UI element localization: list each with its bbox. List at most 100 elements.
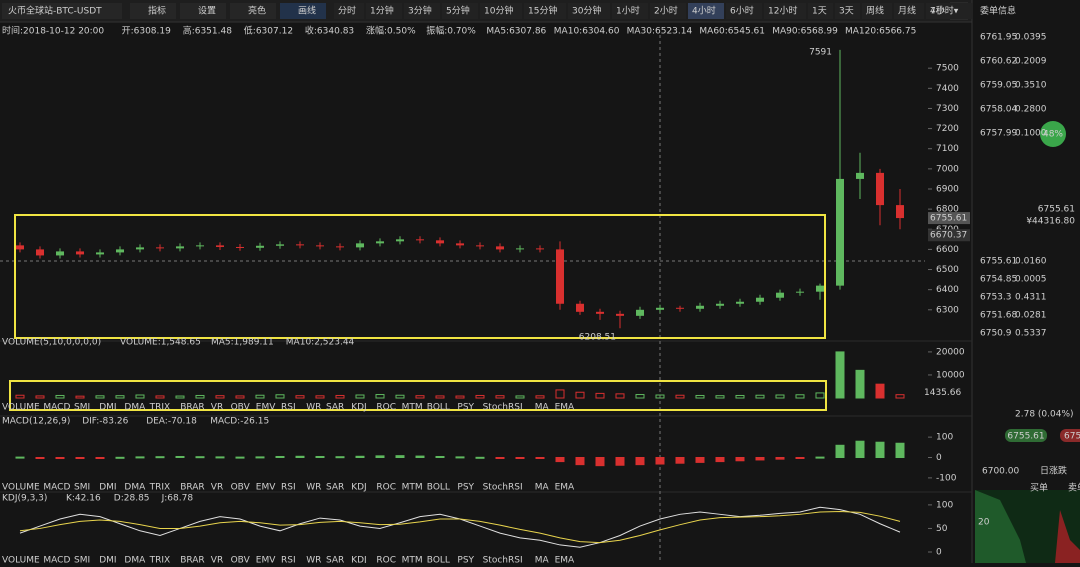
indicator-tab[interactable]: WR	[306, 403, 321, 413]
indicator-tab[interactable]: BRAR	[180, 556, 204, 566]
indicator-tab[interactable]: PSY	[457, 556, 474, 566]
period-button[interactable]	[926, 3, 973, 19]
indicator-tab[interactable]: PSY	[457, 483, 474, 493]
indicator-tab[interactable]: VR	[211, 483, 223, 493]
sell-button-label[interactable]: 6757	[1064, 432, 1080, 442]
tool-button-label[interactable]: 设置	[198, 6, 216, 17]
period-button[interactable]	[808, 3, 833, 19]
buy-button-label[interactable]: 6755.61	[1007, 432, 1044, 442]
period-label[interactable]: 30分钟	[572, 5, 601, 17]
period-button[interactable]	[894, 3, 924, 19]
indicator-tab[interactable]: BRAR	[180, 403, 204, 413]
indicator-tab[interactable]: EMA	[555, 483, 575, 493]
indicator-tab[interactable]: TRIX	[149, 483, 171, 493]
indicator-tab[interactable]: KDJ	[351, 483, 367, 493]
period-button[interactable]	[366, 3, 402, 19]
tool-button-label[interactable]: 画线	[298, 5, 316, 17]
period-label[interactable]: 1天	[812, 7, 827, 17]
indicator-tab[interactable]: OBV	[231, 556, 251, 566]
indicator-tab[interactable]: StochRSI	[483, 483, 523, 493]
period-label[interactable]: 2小时	[654, 5, 678, 17]
indicator-tab[interactable]: MACD	[43, 403, 70, 413]
period-label[interactable]: 周线	[866, 5, 884, 17]
tool-button[interactable]	[230, 3, 276, 19]
indicator-tab[interactable]: MTM	[402, 556, 423, 566]
indicator-tab[interactable]: VOLUME	[2, 556, 40, 566]
indicator-tab[interactable]: KDJ	[351, 403, 367, 413]
indicator-tab[interactable]: EMV	[256, 556, 276, 566]
indicator-tab[interactable]: TRIX	[149, 556, 171, 566]
period-label[interactable]: 4小时	[692, 5, 716, 17]
indicator-tab[interactable]: DMA	[124, 483, 146, 493]
buy-button[interactable]	[1005, 429, 1047, 442]
indicator-tab[interactable]: RSI	[281, 556, 296, 566]
tool-button[interactable]	[130, 3, 176, 19]
indicator-tab[interactable]: EMV	[256, 403, 276, 413]
period-label[interactable]: 4小时▾	[930, 5, 959, 17]
period-button[interactable]	[404, 3, 440, 19]
indicator-tab[interactable]: WR	[306, 483, 321, 493]
indicator-tab[interactable]: OBV	[231, 403, 251, 413]
period-button[interactable]	[726, 3, 762, 19]
period-button[interactable]	[524, 3, 566, 19]
indicator-tab[interactable]: BOLL	[427, 403, 450, 413]
indicator-tab[interactable]: SMI	[74, 556, 90, 566]
period-label[interactable]: 6小时	[730, 5, 754, 17]
indicator-tab[interactable]: SAR	[326, 483, 344, 493]
tool-button-label[interactable]: 亮色	[248, 5, 266, 17]
indicator-tab[interactable]: EMA	[555, 556, 575, 566]
indicator-tab[interactable]: KDJ	[351, 556, 367, 566]
indicator-tab[interactable]: ROC	[376, 483, 396, 493]
indicator-tab[interactable]: RSI	[281, 483, 296, 493]
indicator-tab[interactable]: MA	[535, 556, 550, 566]
indicator-tab[interactable]: DMA	[124, 556, 146, 566]
indicator-tab[interactable]: MA	[535, 483, 550, 493]
tool-button-label[interactable]: 指标	[148, 5, 166, 17]
indicator-tab[interactable]: DMI	[99, 403, 116, 413]
symbol-box[interactable]	[2, 3, 122, 19]
indicator-tab[interactable]: SAR	[326, 403, 344, 413]
indicator-tab[interactable]: DMA	[124, 403, 146, 413]
period-button[interactable]	[688, 3, 724, 19]
period-button[interactable]	[334, 3, 364, 19]
indicator-tab[interactable]: ROC	[376, 403, 396, 413]
indicator-tab[interactable]: BOLL	[427, 556, 450, 566]
period-label[interactable]: 月线	[898, 5, 916, 17]
indicator-tab[interactable]: WR	[306, 556, 321, 566]
indicator-tab[interactable]: DMI	[99, 483, 116, 493]
indicator-tab[interactable]: MA	[535, 403, 550, 413]
indicator-tab[interactable]: EMV	[256, 483, 276, 493]
period-label[interactable]: 3分钟	[408, 5, 432, 17]
indicator-tab[interactable]: ROC	[376, 556, 396, 566]
period-label[interactable]: 5分钟	[446, 5, 470, 17]
indicator-tab[interactable]: EMA	[555, 403, 575, 413]
indicator-tab[interactable]: StochRSI	[483, 556, 523, 566]
indicator-tab[interactable]: SMI	[74, 403, 90, 413]
indicator-tab[interactable]: SAR	[326, 556, 344, 566]
indicator-tab[interactable]: StochRSI	[483, 403, 523, 413]
period-label[interactable]: 分时	[338, 5, 356, 17]
indicator-tab[interactable]: TRIX	[149, 403, 171, 413]
period-label[interactable]: 10分钟	[484, 5, 513, 17]
period-label[interactable]: 1小时	[616, 5, 640, 17]
tool-button[interactable]	[180, 3, 226, 19]
indicator-tab[interactable]: BOLL	[427, 483, 450, 493]
period-label[interactable]: 15分钟	[528, 5, 557, 17]
period-label[interactable]: 3天	[839, 7, 854, 17]
symbol[interactable]: 火币全球站-BTC-USDT	[8, 5, 102, 17]
indicator-tab[interactable]: RSI	[281, 403, 296, 413]
period-button[interactable]	[612, 3, 648, 19]
period-button[interactable]	[862, 3, 892, 19]
tool-button[interactable]	[280, 3, 326, 19]
indicator-tab[interactable]: BRAR	[180, 483, 204, 493]
indicator-tab[interactable]: MTM	[402, 483, 423, 493]
indicator-tab[interactable]: OBV	[231, 483, 251, 493]
period-button[interactable]	[568, 3, 610, 19]
indicator-tab[interactable]: VOLUME	[2, 483, 40, 493]
sell-button[interactable]	[1060, 429, 1080, 442]
period-label[interactable]: 12小时	[768, 5, 797, 17]
indicator-tab[interactable]: MACD	[43, 556, 70, 566]
indicator-tab[interactable]: DMI	[99, 556, 116, 566]
indicator-tab[interactable]: VR	[211, 556, 223, 566]
indicator-tab[interactable]: MTM	[402, 403, 423, 413]
